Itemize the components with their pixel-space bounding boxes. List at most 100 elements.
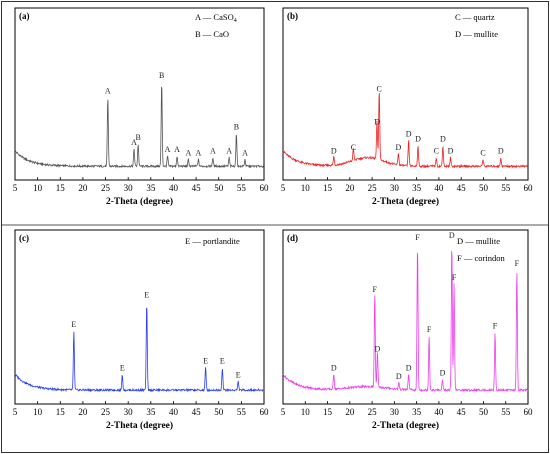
- plot-frame: [14, 229, 265, 405]
- x-tick-label: 20: [78, 183, 88, 193]
- legend-entry: A — CaSO4: [195, 12, 237, 24]
- x-tick-label: 5: [13, 183, 18, 193]
- legend-entry: F — corindon: [457, 253, 505, 263]
- peak-label: C: [480, 148, 485, 157]
- x-tick-label: 50: [479, 183, 489, 193]
- x-tick-label: 40: [169, 407, 179, 417]
- peak-label: A: [195, 148, 201, 157]
- peak-label: D: [406, 363, 412, 372]
- peak-label: D: [440, 369, 446, 378]
- peak-label: A: [186, 148, 192, 157]
- legend-entry: C — quartz: [455, 12, 495, 22]
- x-tick-label: 55: [237, 183, 247, 193]
- peak-label: F: [493, 322, 498, 331]
- peak-label: A: [131, 138, 137, 147]
- x-tick-label: 10: [301, 183, 311, 193]
- peak-label: D: [395, 143, 401, 152]
- peak-label: D: [449, 231, 455, 240]
- x-tick-label: 20: [78, 407, 88, 417]
- x-axis-label: 2-Theta (degree): [372, 420, 439, 431]
- x-tick-label: 60: [260, 183, 270, 193]
- legend-entry: D — mullite: [457, 236, 500, 246]
- x-tick-label: 15: [56, 407, 66, 417]
- x-tick-label: 30: [390, 407, 400, 417]
- x-tick-label: 50: [479, 407, 489, 417]
- peak-label: F: [515, 259, 520, 268]
- x-tick-label: 5: [281, 183, 286, 193]
- x-tick-label: 15: [56, 183, 66, 193]
- peak-label: F: [427, 325, 432, 334]
- x-tick-label: 10: [301, 407, 311, 417]
- x-tick-label: 55: [501, 183, 511, 193]
- peak-label: A: [242, 148, 248, 157]
- x-tick-label: 35: [146, 183, 156, 193]
- peak-label: E: [120, 363, 125, 372]
- peak-label: F: [373, 285, 378, 294]
- peak-label: E: [71, 320, 76, 329]
- x-tick-label: 35: [146, 407, 156, 417]
- peak-label: D: [331, 363, 337, 372]
- x-tick-label: 5: [281, 407, 286, 417]
- xrd-trace: [282, 93, 529, 169]
- x-tick-label: 45: [457, 183, 467, 193]
- x-tick-label: 30: [124, 183, 134, 193]
- x-tick-label: 25: [101, 407, 111, 417]
- peak-label: B: [135, 133, 140, 142]
- peak-label: C: [351, 143, 356, 152]
- peak-label: F: [415, 233, 420, 242]
- x-tick-label: 55: [501, 407, 511, 417]
- x-axis-label: 2-Theta (degree): [372, 196, 439, 207]
- peak-label: E: [220, 356, 225, 365]
- x-axis-label: 2-Theta (degree): [106, 420, 173, 431]
- x-tick-label: 35: [412, 407, 422, 417]
- x-tick-label: 30: [124, 407, 134, 417]
- peak-label: A: [226, 147, 232, 156]
- x-tick-label: 40: [434, 407, 444, 417]
- x-tick-label: 40: [169, 183, 179, 193]
- x-tick-label: 45: [457, 407, 467, 417]
- x-tick-label: 35: [412, 183, 422, 193]
- x-tick-label: 45: [192, 407, 202, 417]
- peak-label: D: [406, 129, 412, 138]
- x-tick-label: 60: [524, 183, 534, 193]
- x-tick-label: 50: [214, 183, 224, 193]
- panel-label: (d): [287, 233, 298, 243]
- x-tick-label: 20: [345, 407, 355, 417]
- x-tick-label: 20: [345, 183, 355, 193]
- x-tick-label: 60: [260, 407, 270, 417]
- x-tick-label: 55: [237, 407, 247, 417]
- x-tick-label: 50: [214, 407, 224, 417]
- x-tick-label: 5: [13, 407, 18, 417]
- x-tick-label: 40: [434, 183, 444, 193]
- peak-label: A: [174, 145, 180, 154]
- x-tick-label: 25: [101, 183, 111, 193]
- peak-label: D: [331, 147, 337, 156]
- x-tick-label: 45: [192, 183, 202, 193]
- x-tick-label: 25: [368, 407, 378, 417]
- xrd-trace: [14, 86, 265, 169]
- plot-frame: [282, 229, 529, 405]
- peak-label: B: [234, 123, 239, 132]
- peak-label: D: [396, 372, 402, 381]
- legend-entry: E — portlandite: [185, 236, 240, 246]
- x-tick-label: 25: [368, 183, 378, 193]
- peak-label: D: [375, 344, 381, 353]
- x-tick-label: 60: [524, 407, 534, 417]
- peak-label: D: [448, 147, 454, 156]
- peak-label: D: [498, 147, 504, 156]
- peak-label: F: [452, 273, 457, 282]
- peak-label: B: [159, 71, 164, 80]
- plot-frame: [282, 7, 529, 181]
- peak-label: C: [377, 85, 382, 94]
- peak-label: D: [440, 135, 446, 144]
- xrd-trace: [14, 307, 265, 393]
- x-tick-label: 15: [323, 183, 333, 193]
- xrd-trace: [282, 251, 529, 393]
- legend-entry: D — mullite: [455, 29, 498, 39]
- peak-label: C: [434, 147, 439, 156]
